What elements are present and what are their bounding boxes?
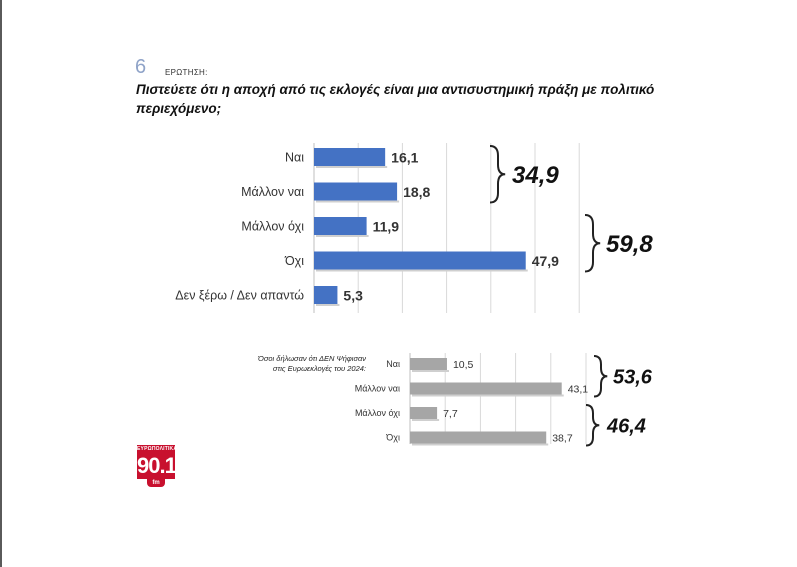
group-brace — [593, 355, 608, 398]
bar — [410, 382, 562, 395]
bar — [410, 407, 438, 419]
group-total-label: 34,9 — [512, 162, 559, 189]
value-label: 11,9 — [373, 218, 400, 234]
category-label: Ναι — [386, 359, 400, 369]
logo-top-text: ΕΥΡΩΠΟΛΙΤΙΚΑ — [137, 445, 178, 453]
category-label: Ναι — [285, 150, 304, 164]
bar — [314, 286, 338, 304]
value-label: 7,7 — [443, 408, 458, 420]
question-title: Πιστεύετε ότι η αποχή από τις εκλογές εί… — [136, 82, 655, 116]
category-label: Μάλλον όχι — [355, 408, 400, 418]
bar-shadow — [412, 394, 564, 397]
category-label: Μάλλον ναι — [241, 185, 304, 199]
bar-shadow — [316, 269, 528, 272]
bar-shadow — [316, 235, 369, 237]
question-number: 6 — [135, 56, 147, 78]
category-label: Μάλλον όχι — [241, 219, 304, 233]
subgroup-label: Όσοι δήλωσαν ότι ΔΕΝ Ψήφισαν στις Ευρωεκ… — [150, 354, 366, 374]
bar — [314, 217, 367, 235]
group-brace — [584, 214, 601, 273]
category-label: Μάλλον ναι — [355, 384, 400, 394]
value-label: 38,7 — [552, 432, 573, 444]
category-label: Όχι — [385, 433, 400, 443]
value-label: 16,1 — [391, 149, 418, 165]
bar — [314, 182, 398, 201]
bar — [410, 358, 447, 370]
subgroup-label-line2: στις Ευρωεκλογές του 2024: — [272, 364, 366, 373]
group-total-label: 59,8 — [606, 231, 653, 258]
bar-shadow — [316, 166, 388, 168]
category-label: Όχι — [284, 254, 304, 268]
logo-number: 90.1 — [137, 453, 177, 479]
bar-shadow — [412, 370, 449, 372]
group-brace — [489, 145, 506, 204]
value-label: 47,9 — [532, 253, 559, 269]
bar — [410, 431, 547, 444]
group-total-label: 46,4 — [606, 415, 646, 437]
chart-2: Ναι 10,5 Μάλλον ναι 43,1 Μάλλον όχι 7,7 Όχι 38,… — [355, 353, 653, 446]
chart-1: Ναι 16,1 Μάλλον ναι 18,8 Μάλλον όχι 11,9 Όχι 47… — [175, 143, 653, 313]
group-total-label: 53,6 — [613, 366, 653, 388]
bar-shadow — [316, 304, 340, 306]
page-edge — [0, 0, 2, 567]
bar-shadow — [316, 200, 400, 203]
bar-shadow — [412, 419, 440, 421]
subgroup-label-line1: Όσοι δήλωσαν ότι ΔΕΝ Ψήφισαν — [257, 354, 366, 363]
bar-shadow — [412, 443, 549, 446]
logo-suffix: fm — [147, 479, 165, 487]
bar — [314, 148, 386, 166]
group-brace — [585, 404, 600, 447]
bar — [314, 251, 526, 270]
radio-logo: ΕΥΡΩΠΟΛΙΤΙΚΑ 90.1 fm — [137, 445, 178, 487]
value-label: 18,8 — [403, 184, 430, 200]
value-label: 5,3 — [343, 287, 363, 303]
value-label: 43,1 — [568, 383, 589, 395]
value-label: 10,5 — [453, 359, 474, 371]
question-label: ΕΡΩΤΗΣΗ: — [165, 68, 208, 77]
category-label: Δεν ξέρω / Δεν απαντώ — [175, 288, 304, 302]
